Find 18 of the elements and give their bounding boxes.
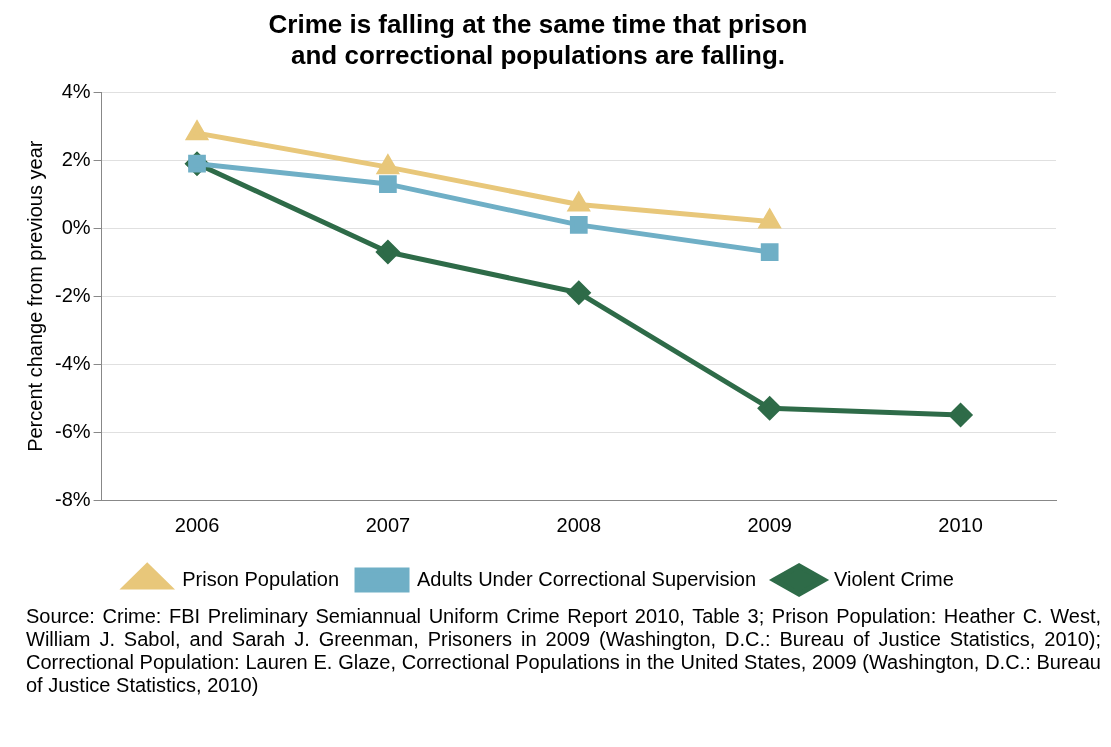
y-tick-label: 2%	[61, 147, 91, 170]
legend-label: Adults Under Correctional Supervision	[417, 567, 757, 590]
x-tick-label: 2008	[556, 513, 602, 536]
y-tick-label: 0%	[61, 215, 91, 238]
y-tick-label: -4%	[54, 351, 91, 374]
x-tick-label: 2009	[747, 513, 792, 536]
x-tick-label: 2010	[938, 513, 983, 536]
source-note: Source: Crime: FBI Preliminary Semiannual Uniform Crime Report 2010, Table 3; Prison Population: Heather C. West, William J. Sabol, and Sarah J. Greenman, Prisoners in 2009 (Washington, D.C.: Bureau of Justice Statistics, 2010); Correctional Population: Lauren E. Glaze, Correctional Populations in the United States, 2009 (Washington, D.C.: Bureau of Justice Statistics, 2010)	[26, 605, 1101, 697]
legend-label: Violent Crime	[834, 567, 954, 590]
legend-label: Prison Population	[182, 567, 340, 590]
x-tick-label: 2007	[365, 513, 411, 536]
y-axis-title: Percent change from previous year	[23, 140, 46, 452]
chart-title: Crime is falling at the same time that prison and correctional populations are falling.	[268, 8, 808, 70]
x-tick-label: 2006	[174, 513, 220, 536]
y-tick-label: -8%	[54, 487, 91, 510]
y-tick-label: -6%	[54, 419, 91, 442]
y-tick-label: -2%	[54, 283, 91, 306]
y-tick-label: 4%	[61, 79, 91, 102]
